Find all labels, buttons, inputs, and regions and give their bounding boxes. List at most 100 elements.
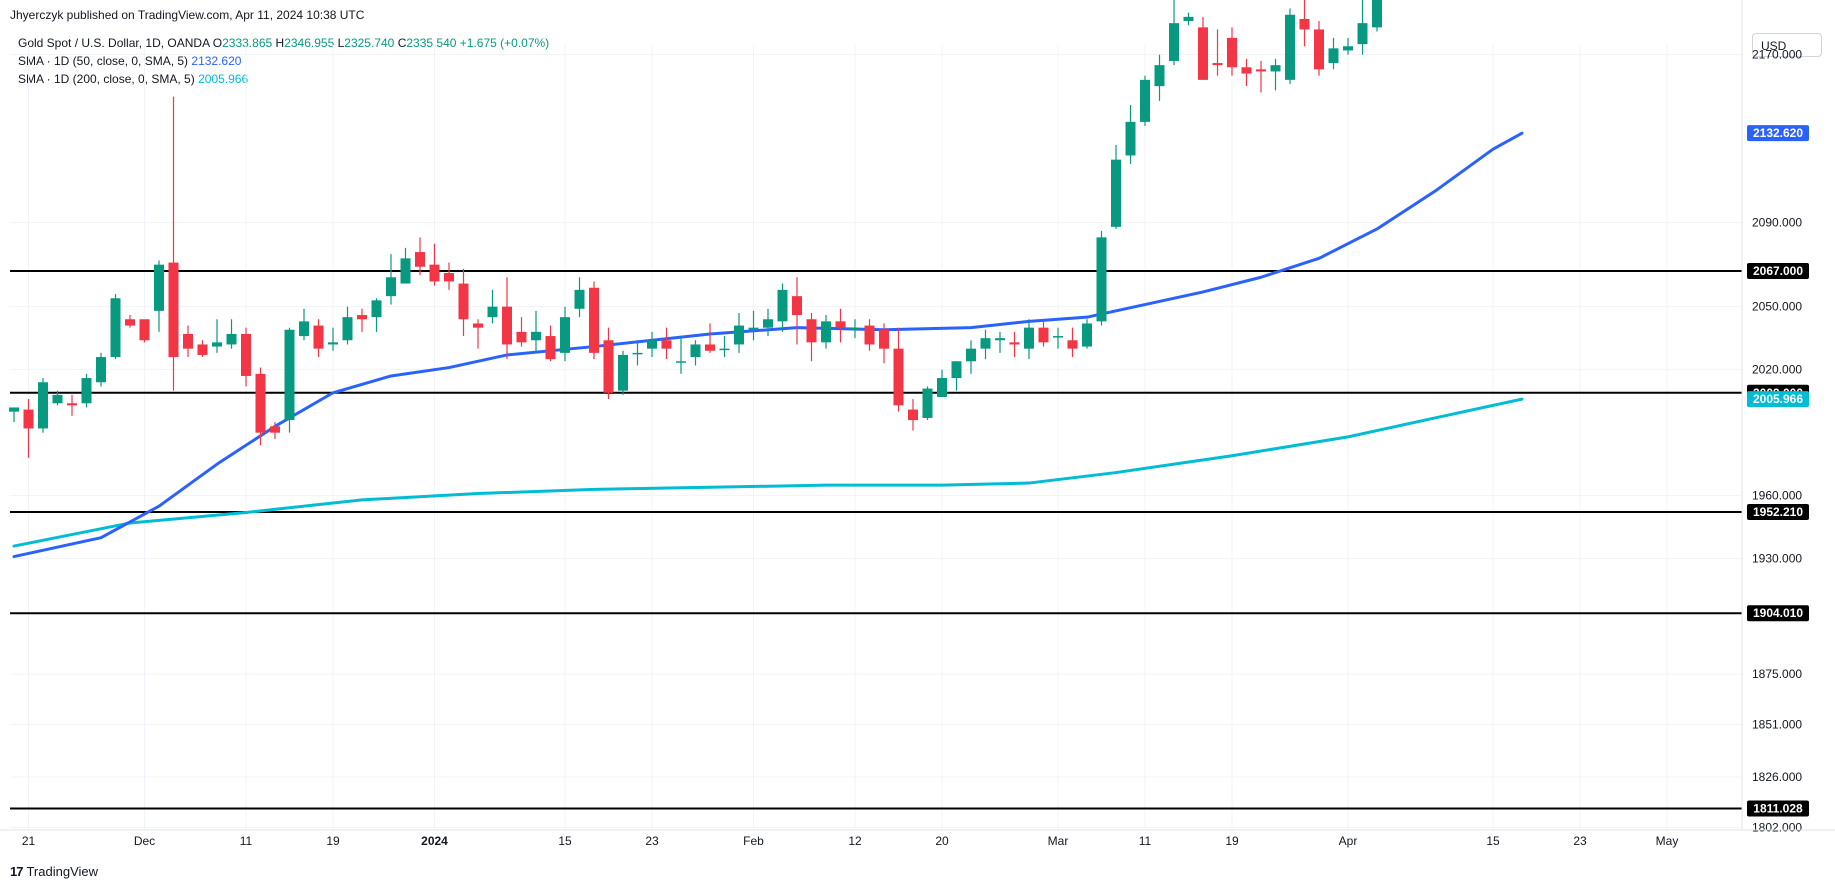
price-tick-label: 1960.000 [1752, 489, 1802, 503]
candle-body [1314, 29, 1324, 70]
candle-body [632, 352, 643, 355]
candle-body [1125, 121, 1136, 156]
candle [1198, 16, 1208, 80]
candle-body [1328, 48, 1339, 64]
candle [473, 319, 483, 349]
candle [690, 340, 701, 366]
sma50-legend-row[interactable]: SMA · 1D (50, close, 0, SMA, 5) 2132.620 [18, 52, 549, 70]
candle [1009, 331, 1020, 358]
sma200-price-label-bg [1747, 391, 1809, 408]
candle [792, 277, 802, 345]
price-tick-label: 1851.000 [1752, 718, 1802, 732]
candle [603, 327, 614, 400]
candle [270, 422, 280, 439]
chart-legend: Gold Spot / U.S. Dollar, 1D, OANDA O2333… [18, 34, 549, 88]
candle [1357, 0, 1368, 55]
candle-body [502, 306, 512, 345]
candle [357, 308, 367, 332]
candle-body [1053, 336, 1063, 338]
time-tick-label: 23 [1573, 834, 1587, 848]
candle-body [1038, 327, 1049, 343]
time-tick-label: 2024 [421, 834, 448, 848]
time-tick-label: Mar [1048, 834, 1069, 848]
price-tick-label: 2170.000 [1752, 48, 1802, 62]
sma200-price-label: 2005.966 [1753, 392, 1803, 406]
candle [719, 336, 730, 358]
tradingview-brand[interactable]: 17 TradingView [10, 864, 98, 879]
time-tick-label: 11 [1139, 834, 1152, 848]
candle-body [125, 319, 135, 326]
open-value: 2333.865 [222, 36, 273, 50]
candle [951, 361, 962, 391]
candle-body [748, 327, 759, 330]
sma200-line [12, 397, 1524, 548]
candle [154, 260, 164, 332]
candle-body [328, 342, 338, 345]
level-label-bg [1747, 800, 1809, 817]
candle-body [763, 319, 773, 328]
candle [9, 407, 19, 423]
candle-body [1372, 0, 1382, 28]
candle [1082, 319, 1092, 349]
candle [1212, 29, 1223, 76]
candle-body [545, 336, 556, 360]
candle [850, 319, 860, 339]
currency-button[interactable]: USD [1752, 33, 1822, 57]
symbol-title[interactable]: Gold Spot / U.S. Dollar, 1D, OANDA [18, 36, 210, 50]
candle-body [516, 331, 527, 343]
candle [299, 308, 309, 341]
candle [777, 283, 788, 332]
candle-body [1241, 67, 1252, 74]
candle-body [444, 273, 454, 282]
candle-body [705, 344, 715, 351]
candle-body [980, 338, 991, 349]
candle [81, 373, 92, 408]
candle-body [1169, 23, 1179, 61]
candle-body [139, 319, 150, 341]
candle-body [1067, 340, 1078, 349]
candle-body [241, 333, 251, 376]
time-tick-label: 19 [1225, 834, 1239, 848]
candle-body [908, 409, 918, 421]
candle [893, 327, 904, 412]
candle-body [1212, 63, 1223, 66]
candle [1067, 327, 1078, 358]
candle-body [1198, 27, 1208, 80]
candle-body [313, 325, 324, 349]
candle [980, 329, 991, 360]
candle [879, 323, 889, 364]
candle-body [821, 321, 831, 343]
candle-body [1343, 46, 1353, 51]
level-label-bg [1747, 262, 1809, 279]
price-tick-label: 2020.000 [1752, 363, 1802, 377]
symbol-legend-row: Gold Spot / U.S. Dollar, 1D, OANDA O2333… [18, 34, 549, 52]
tradingview-brand-text: TradingView [26, 864, 99, 879]
candle-body [864, 325, 875, 345]
price-axis: 2440.0002390.0002290.0002250.0002210.000… [1741, 0, 1802, 834]
candle-body [473, 323, 483, 328]
time-tick-label: 23 [645, 834, 659, 848]
candle [1154, 54, 1165, 101]
sma200-legend-row[interactable]: SMA · 1D (200, close, 0, SMA, 5) 2005.96… [18, 70, 549, 88]
level-label: 2067.000 [1753, 264, 1803, 278]
candle [429, 243, 440, 286]
candle [342, 306, 353, 345]
candle-body [719, 348, 730, 351]
price-tick-label: 2090.000 [1752, 216, 1802, 230]
candle [560, 306, 570, 362]
price-tick-label: 1802.000 [1752, 820, 1802, 834]
candle [328, 327, 338, 351]
sma50-line [12, 131, 1524, 559]
open-key: O [212, 36, 223, 50]
candle [835, 308, 846, 343]
candle-body [371, 300, 382, 318]
candle-body [226, 333, 237, 345]
candle [1241, 58, 1252, 87]
candle [52, 390, 63, 406]
level-label: 1952.210 [1753, 505, 1803, 519]
time-tick-label: Feb [743, 834, 764, 848]
candle-body [777, 289, 788, 322]
candle [661, 327, 672, 360]
candle-body [96, 357, 106, 383]
